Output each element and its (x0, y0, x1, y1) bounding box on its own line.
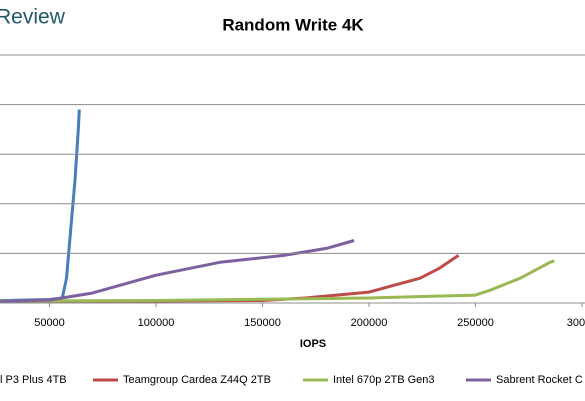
legend-label: l P3 Plus 4TB (0, 374, 67, 386)
legend-label: Intel 670p 2TB Gen3 (333, 374, 435, 386)
x-tick-label: 30000 (567, 317, 585, 329)
series-line (0, 239, 355, 304)
x-tick-label: 50000 (34, 317, 65, 329)
chart-title: Random Write 4K (222, 15, 364, 34)
x-tick-label: 150000 (244, 317, 281, 329)
x-tick-label: 250000 (457, 317, 494, 329)
plot-area (0, 109, 555, 304)
legend-label: Teamgroup Cardea Z44Q 2TB (123, 374, 271, 386)
brand: Review (0, 6, 66, 29)
series-line (0, 109, 81, 303)
legend-label: Sabrent Rocket C (496, 374, 583, 386)
x-tick-label: 100000 (138, 317, 175, 329)
series-line (0, 259, 555, 303)
x-axis-title: IOPS (300, 338, 326, 350)
x-tick-label: 200000 (351, 317, 388, 329)
